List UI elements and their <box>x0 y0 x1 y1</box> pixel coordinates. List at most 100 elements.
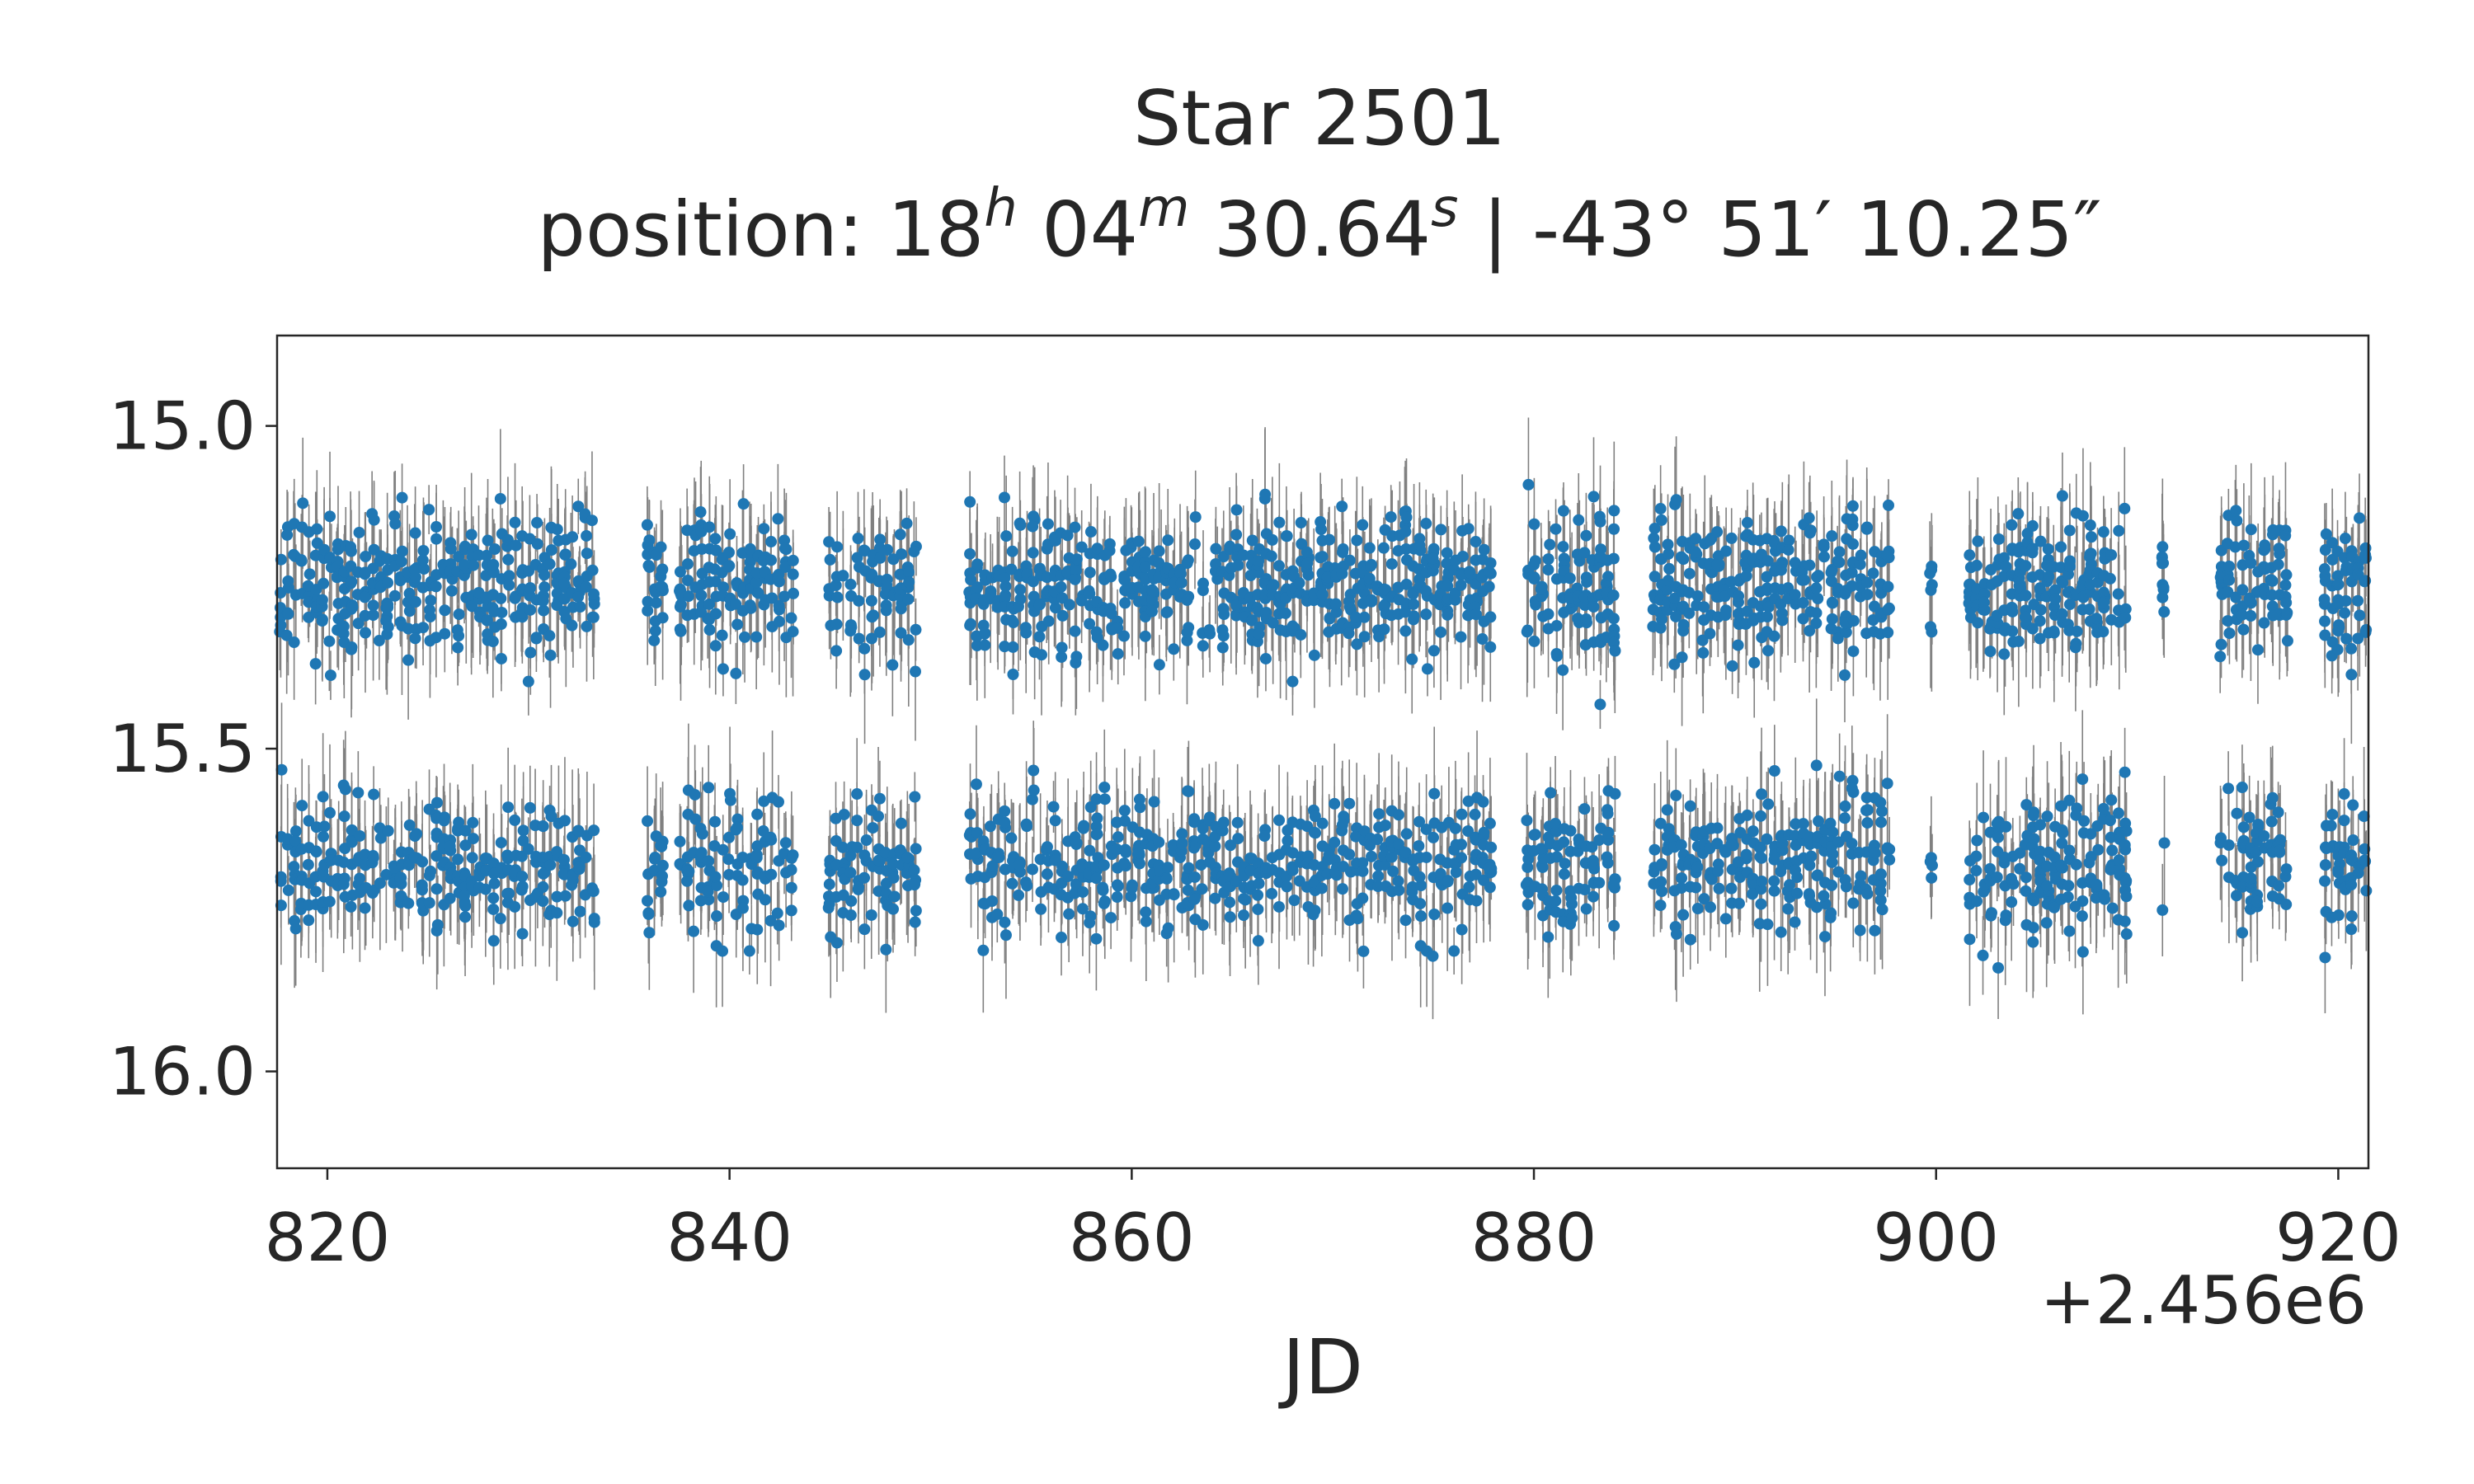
data-point <box>1006 877 1018 890</box>
data-point <box>430 883 443 895</box>
data-point <box>731 618 744 631</box>
data-point <box>1028 784 1040 796</box>
data-point <box>844 866 857 879</box>
data-point <box>1307 909 1319 921</box>
data-point <box>465 599 477 611</box>
data-point <box>656 564 668 576</box>
data-point <box>501 849 514 862</box>
data-point <box>1161 862 1174 874</box>
data-point <box>703 855 715 867</box>
data-point <box>1176 828 1188 840</box>
data-point <box>824 553 836 566</box>
data-point <box>787 587 799 599</box>
data-point <box>544 649 557 661</box>
data-point <box>1224 911 1236 923</box>
data-point <box>1308 826 1320 838</box>
data-point <box>750 576 763 589</box>
data-point <box>588 598 600 610</box>
data-point <box>1133 847 1145 859</box>
data-point <box>1197 640 1209 652</box>
data-point <box>1259 652 1272 665</box>
data-point <box>731 813 744 825</box>
data-point <box>765 868 778 881</box>
data-point <box>910 665 922 678</box>
data-point <box>282 608 294 620</box>
data-point <box>310 885 322 898</box>
data-point <box>481 614 493 627</box>
data-point <box>750 631 763 643</box>
data-point <box>1075 594 1088 607</box>
data-point <box>1070 837 1083 849</box>
data-point <box>453 816 465 829</box>
data-point <box>674 623 686 636</box>
data-point <box>574 905 586 918</box>
data-point <box>409 527 421 539</box>
data-point <box>318 820 331 833</box>
data-point <box>297 497 309 510</box>
data-point <box>537 820 549 833</box>
data-point <box>971 581 984 594</box>
data-point <box>785 864 797 876</box>
data-point <box>323 895 336 908</box>
data-point <box>444 892 456 904</box>
data-point <box>771 907 783 919</box>
data-point <box>354 829 366 842</box>
data-point <box>459 839 472 852</box>
data-point <box>1035 649 1047 661</box>
data-point <box>1282 834 1294 847</box>
data-point <box>903 575 915 588</box>
data-point <box>868 609 880 622</box>
data-point <box>1111 891 1123 904</box>
data-point <box>737 498 750 510</box>
data-point <box>567 915 579 928</box>
data-point <box>367 609 379 622</box>
data-point <box>537 881 549 893</box>
data-point <box>566 619 578 632</box>
data-point <box>703 782 715 794</box>
data-point <box>1162 534 1174 547</box>
data-point <box>425 594 437 607</box>
data-point <box>417 622 430 634</box>
data-point <box>851 815 863 827</box>
data-point <box>495 618 507 631</box>
data-point <box>858 923 871 936</box>
data-point <box>895 627 907 639</box>
data-point <box>1167 839 1179 852</box>
data-point <box>722 561 735 573</box>
data-point <box>1112 880 1124 892</box>
data-point <box>1133 793 1145 805</box>
data-point <box>902 593 915 605</box>
data-point <box>1343 797 1356 810</box>
data-point <box>655 541 667 553</box>
data-point <box>545 810 557 823</box>
data-point <box>551 846 563 858</box>
data-point <box>580 580 592 593</box>
data-point <box>709 533 722 545</box>
data-point <box>1070 553 1083 566</box>
data-point <box>723 868 736 881</box>
data-point <box>971 558 984 571</box>
data-point <box>360 627 372 639</box>
data-point <box>656 870 669 882</box>
data-point <box>765 536 778 548</box>
data-point <box>650 597 662 609</box>
data-point <box>901 517 913 529</box>
data-point <box>538 604 550 617</box>
data-point <box>275 553 287 566</box>
data-point <box>872 854 885 866</box>
data-point <box>402 897 415 909</box>
data-point <box>317 791 329 803</box>
data-point <box>1014 593 1027 605</box>
data-point <box>354 872 366 885</box>
data-point <box>867 822 879 834</box>
data-point <box>403 819 416 831</box>
data-point <box>289 923 302 935</box>
data-point <box>1181 557 1193 570</box>
data-point <box>656 612 669 624</box>
data-point <box>1020 627 1032 639</box>
data-point <box>424 865 436 877</box>
data-point <box>275 899 287 912</box>
data-point <box>1119 815 1131 827</box>
data-point <box>417 544 430 556</box>
data-point <box>865 909 877 921</box>
